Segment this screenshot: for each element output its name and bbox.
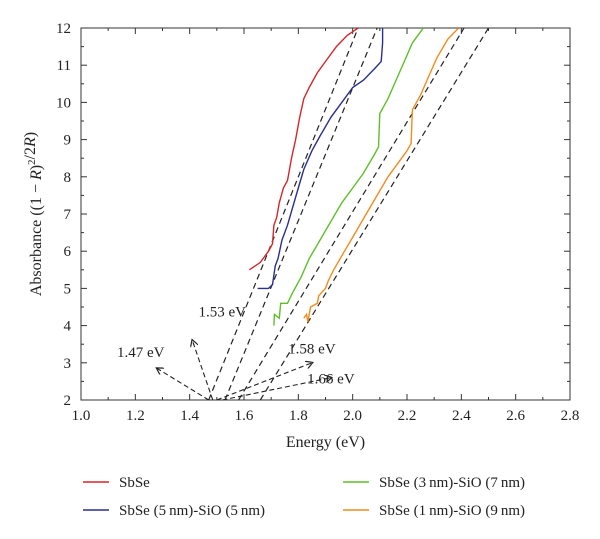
y-tick-label: 6 <box>64 244 72 260</box>
x-axis-title: Energy (eV) <box>286 434 365 451</box>
tick-labels: 1.0 1.2 1.4 1.6 1.8 2.0 2.2 2.4 2.6 2.8 2 3 4 5 6 7 8 9 10… <box>56 21 579 424</box>
annotation-arrow <box>157 368 209 401</box>
series-line <box>257 28 384 290</box>
y-tick-label: 8 <box>64 170 72 186</box>
x-tick-label: 2.2 <box>398 408 417 424</box>
data-series <box>249 28 460 326</box>
legend: SbSe SbSe (5 nm)-SiO (5 nm) SbSe (3 nm)-Si… <box>83 475 525 519</box>
series-line <box>303 28 460 323</box>
fit-line <box>224 28 378 400</box>
annotation-arrow <box>216 363 312 401</box>
x-tick-label: 2.8 <box>561 408 580 424</box>
annotation-label: 1.47 eV <box>117 345 165 361</box>
y-axis-title: Absorbance ((1 − R)2/2R) <box>22 132 45 296</box>
y-tick-label: 3 <box>64 356 72 372</box>
legend-label: SbSe <box>119 475 150 491</box>
y-tick-label: 7 <box>64 207 72 223</box>
fit-lines <box>208 28 490 400</box>
x-tick-label: 1.2 <box>126 408 145 424</box>
x-tick-label: 1.8 <box>289 408 308 424</box>
x-tick-label: 2.6 <box>506 408 525 424</box>
legend-label: SbSe (5 nm)-SiO (5 nm) <box>119 503 265 519</box>
x-tick-label: 2.4 <box>452 408 471 424</box>
x-tick-label: 2.0 <box>343 408 362 424</box>
annotation-label: 1.58 eV <box>288 342 336 358</box>
y-tick-label: 4 <box>64 319 72 335</box>
annotation-label: 1.53 eV <box>199 304 247 320</box>
fit-line <box>208 28 359 400</box>
x-tick-label: 1.0 <box>72 408 91 424</box>
series-line <box>249 28 359 271</box>
y-tick-label: 2 <box>64 393 72 409</box>
x-tick-label: 1.4 <box>180 408 199 424</box>
y-tick-label: 5 <box>64 281 72 297</box>
y-tick-label: 9 <box>64 133 72 149</box>
x-tick-label: 1.6 <box>235 408 254 424</box>
fit-line <box>238 28 465 400</box>
legend-label: SbSe (1 nm)-SiO (9 nm) <box>379 503 525 519</box>
annotation-arrow <box>222 378 331 401</box>
y-tick-label: 12 <box>56 21 71 37</box>
annotation-label: 1.66 eV <box>307 371 355 387</box>
series-line <box>273 28 424 326</box>
bandgap-annotations: 1.53 eV 1.47 eV 1.58 eV 1.66 eV <box>117 304 355 401</box>
fit-line <box>259 28 490 400</box>
y-tick-label: 11 <box>57 58 71 74</box>
y-tick-label: 10 <box>56 95 71 111</box>
legend-label: SbSe (3 nm)-SiO (7 nm) <box>379 475 525 491</box>
annotation-arrow <box>192 340 214 401</box>
